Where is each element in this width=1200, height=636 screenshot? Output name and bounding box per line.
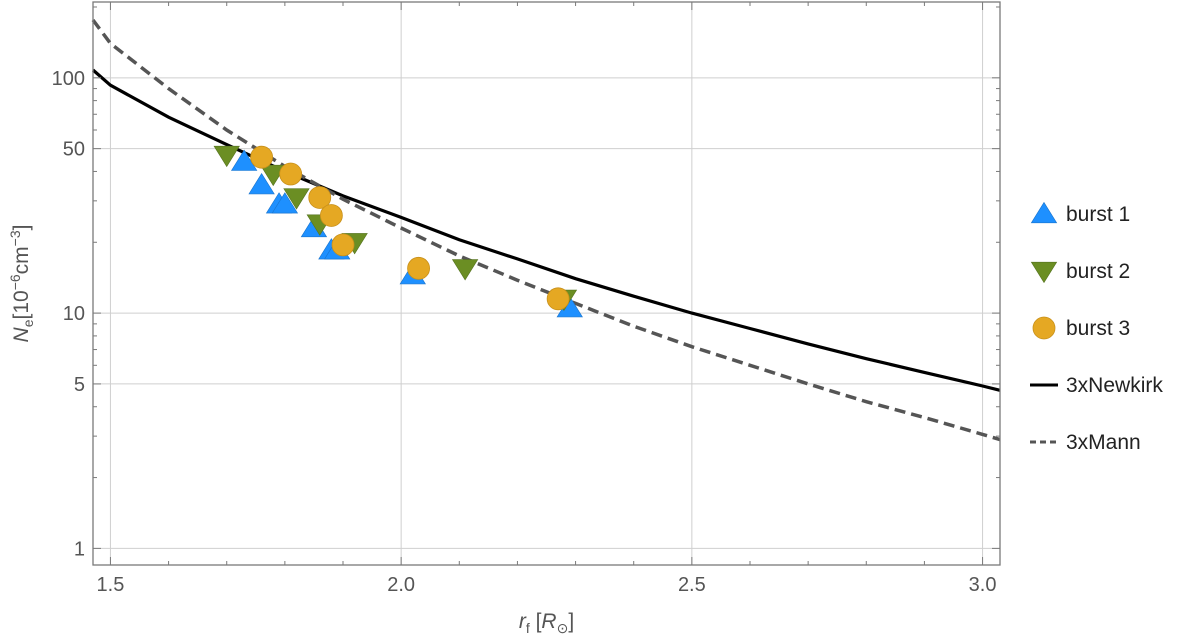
data-point-burst-3 xyxy=(308,186,332,209)
data-point-burst-1 xyxy=(230,149,258,171)
data-point-burst-1 xyxy=(271,192,299,214)
data-point-burst-3 xyxy=(546,287,570,311)
legend-item-3xnewkirk: 3xNewkirk xyxy=(1030,374,1163,397)
legend-label: 3xNewkirk xyxy=(1066,374,1163,397)
legend-label: burst 3 xyxy=(1066,317,1130,340)
data-point-burst-3 xyxy=(250,145,274,169)
legend-marker xyxy=(1032,316,1056,340)
data-point-burst-3 xyxy=(279,162,303,186)
y-tick-label: 10 xyxy=(63,303,85,325)
x-tick-label: 3.0 xyxy=(969,574,997,596)
data-point-burst-2 xyxy=(451,259,479,281)
grid-lines xyxy=(93,2,1000,565)
series-line-3xnewkirk xyxy=(91,68,1001,392)
model-curves xyxy=(91,18,1001,442)
plot-frame xyxy=(92,1,1001,566)
legend-item-burst-2: burst 2 xyxy=(1030,260,1130,284)
data-point-burst-2 xyxy=(283,188,310,210)
x-tick-label: 2.5 xyxy=(678,574,706,596)
y-tick-label: 50 xyxy=(63,139,85,161)
data-point-burst-3 xyxy=(407,256,430,280)
legend-label: burst 1 xyxy=(1066,203,1130,226)
data-point-burst-3 xyxy=(319,204,343,227)
legend-marker xyxy=(1030,261,1058,284)
x-tick-label: 2.0 xyxy=(387,574,415,596)
data-point-burst-3 xyxy=(331,233,355,257)
legend-label: 3xMann xyxy=(1066,431,1141,454)
y-tick-label: 100 xyxy=(52,68,85,90)
legend-marker xyxy=(1030,201,1058,224)
data-points xyxy=(213,145,583,318)
legend-item-3xmann: 3xMann xyxy=(1030,431,1141,454)
x-axis-label: rf [R⊙] xyxy=(519,610,574,636)
legend-item-burst-1: burst 1 xyxy=(1030,201,1130,226)
data-point-burst-2 xyxy=(213,145,240,168)
x-tick-label: 1.5 xyxy=(97,574,125,596)
plot-border xyxy=(92,1,1001,566)
tick-labels: 1.5 2.0 2.5 3.0 1 5 10 50 100 xyxy=(52,68,997,596)
legend-item-burst-3: burst 3 xyxy=(1032,316,1130,340)
data-point-burst-1 xyxy=(248,172,275,195)
y-tick-label: 5 xyxy=(74,374,85,396)
y-tick-label: 1 xyxy=(74,538,85,560)
y-axis-label: Ne[10−6cm−3] xyxy=(7,225,36,343)
legend: burst 1 burst 2 burst 3 3xNewkirk 3xMann xyxy=(1030,201,1163,454)
legend-label: burst 2 xyxy=(1066,260,1130,283)
series-line-3xmann xyxy=(91,18,1001,442)
